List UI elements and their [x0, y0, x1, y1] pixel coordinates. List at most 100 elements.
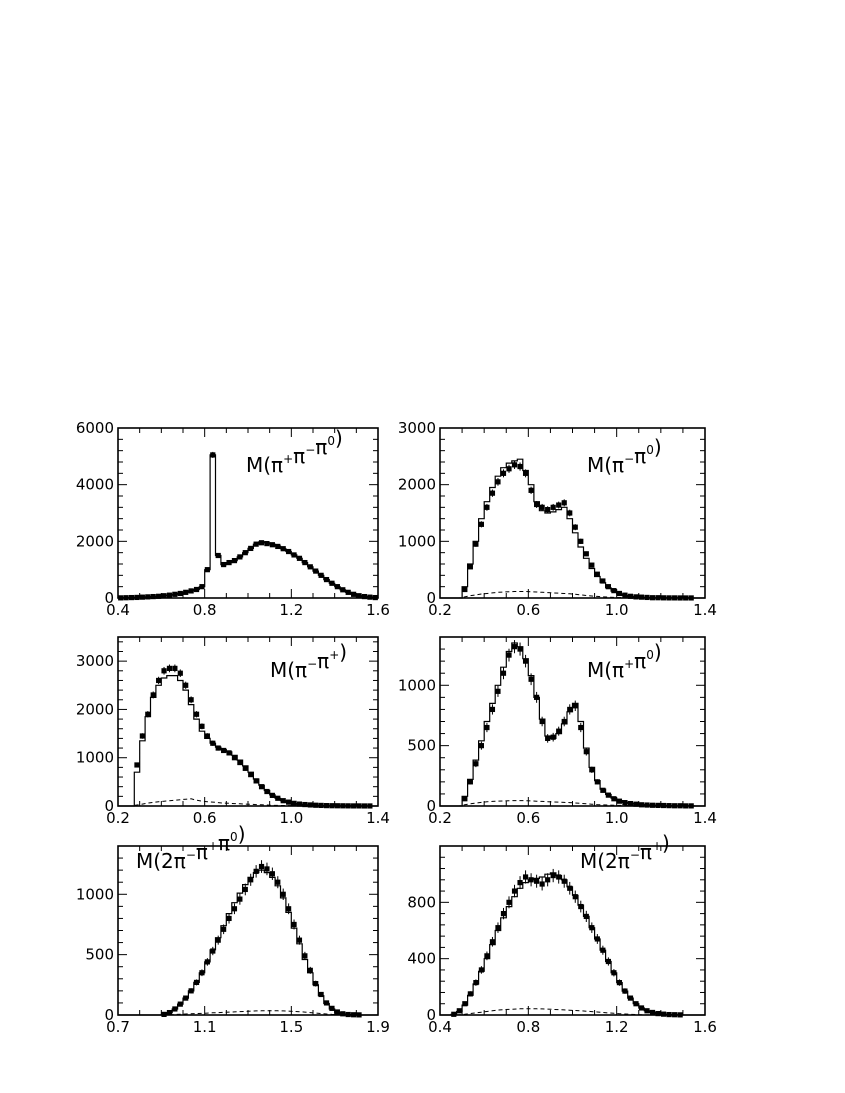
data-point [275, 879, 281, 885]
data-point [253, 868, 259, 874]
data-point [193, 586, 200, 593]
data-point [649, 1009, 656, 1016]
data-point [280, 546, 286, 552]
data-point [313, 568, 319, 574]
data-point [633, 1001, 639, 1007]
data-point [495, 479, 501, 485]
data-point [286, 799, 292, 805]
y-tick-label: 0 [104, 797, 114, 815]
data-point [221, 926, 227, 932]
data-point [145, 594, 151, 600]
data-point [462, 1001, 468, 1007]
data-point [156, 677, 162, 684]
model-histogram [118, 869, 378, 1016]
data-point [583, 913, 589, 920]
data-point [605, 584, 611, 590]
background-curve [442, 800, 703, 807]
data-point [622, 592, 628, 598]
data-point [275, 543, 281, 550]
x-tick-label: 1.0 [605, 809, 629, 827]
data-point [567, 706, 573, 713]
data-point [166, 1009, 173, 1016]
model-histogram [440, 642, 705, 807]
data-point [489, 490, 496, 496]
data-point [511, 644, 518, 650]
data-point [473, 761, 479, 767]
data-point [478, 967, 485, 973]
panel-4: 0.2 0.6 1.0 1.4 0 500 1000 M(π+π0) [398, 636, 717, 827]
data-point [183, 589, 189, 595]
data-point [644, 802, 650, 808]
data-point [204, 733, 210, 739]
panel-5: 0.7 1.1 1.5 1.9 0 500 1000 M(2π−π+π0) [76, 822, 390, 1036]
data-point [248, 877, 254, 883]
data-point [522, 470, 529, 476]
data-point [638, 1005, 645, 1011]
data-point [215, 745, 221, 751]
data-point [600, 787, 606, 793]
y-tick-label: 3000 [76, 652, 114, 670]
data-point [172, 591, 178, 597]
data-point [231, 755, 238, 761]
data-point [226, 559, 232, 566]
data-point [506, 899, 512, 905]
data-point [638, 802, 645, 808]
data-point [139, 594, 145, 600]
data-point [318, 991, 324, 998]
data-point [210, 740, 216, 746]
data-point [231, 558, 238, 564]
data-point [600, 947, 606, 953]
y-tick-label: 2000 [398, 476, 436, 494]
data-point [242, 886, 248, 893]
x-tick-label: 0.2 [428, 809, 452, 827]
data-point [242, 765, 248, 771]
data-point [660, 1011, 667, 1017]
data-point [204, 959, 210, 965]
model-histogram [440, 872, 705, 1016]
data-point [478, 521, 485, 527]
data-point [226, 750, 232, 756]
data-point [269, 871, 275, 877]
data-point [199, 970, 205, 976]
data-point [264, 788, 270, 795]
data-point [172, 665, 178, 671]
y-tick-label: 800 [407, 893, 436, 911]
data-point [242, 550, 248, 556]
data-point [221, 561, 227, 568]
data-point [583, 551, 589, 557]
data-point [177, 590, 183, 597]
data-point [291, 800, 297, 806]
y-tick-label: 1000 [76, 885, 114, 903]
data-point [633, 594, 639, 600]
x-tick-label: 0.7 [106, 1018, 130, 1036]
data-point [237, 759, 243, 766]
data-point [484, 504, 490, 510]
data-point [578, 724, 584, 731]
data-point [556, 874, 562, 880]
data-point [166, 665, 173, 671]
data-point [550, 734, 556, 740]
data-point [550, 872, 556, 879]
data-point [539, 718, 545, 725]
data-point [286, 906, 292, 912]
data-point [275, 795, 281, 801]
y-tick-label: 500 [85, 946, 114, 964]
data-point [264, 541, 270, 547]
y-tick-label: 0 [426, 589, 436, 607]
data-point [253, 541, 259, 547]
data-point [478, 743, 485, 749]
x-tick-label: 1.6 [366, 601, 390, 619]
data-point [578, 903, 584, 910]
data-point [302, 559, 308, 566]
y-tick-label: 4000 [76, 476, 114, 494]
data-point [280, 891, 286, 897]
data-point [633, 801, 639, 807]
data-point [500, 911, 507, 917]
data-point [340, 1011, 346, 1017]
x-tick-label: 0.2 [428, 601, 452, 619]
panel-3: 0.2 0.6 1.0 1.4 0 1000 2000 3000 M(π−π+) [76, 636, 390, 827]
data-point [318, 572, 324, 578]
data-point [500, 470, 507, 476]
data-point [302, 953, 308, 959]
